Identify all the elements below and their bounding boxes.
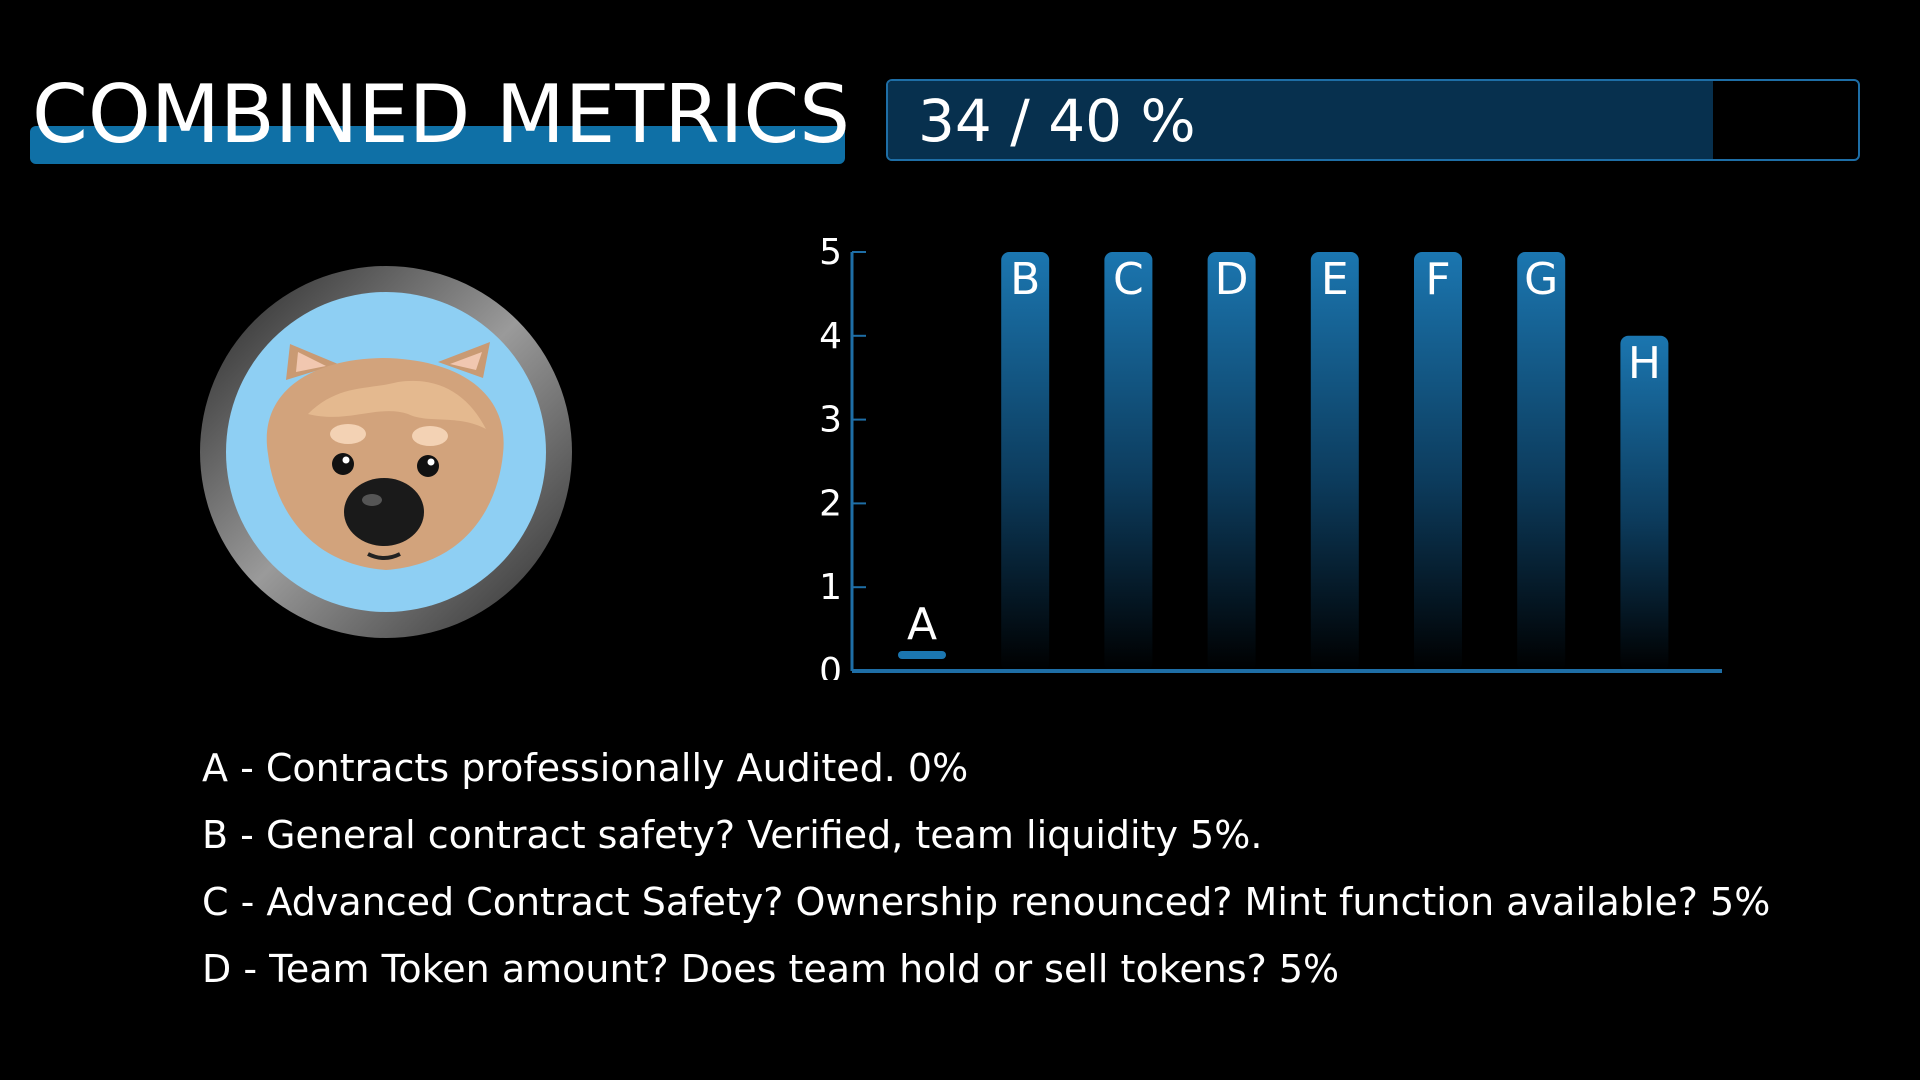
title-block: COMBINED METRICS: [30, 70, 850, 165]
y-tick-label: 3: [819, 400, 842, 441]
bar-label-a: A: [907, 599, 937, 650]
score-text: 34 / 40 %: [918, 87, 1196, 155]
metrics-bar-chart: A B C D E F G H 0 1 2 3 4 5: [819, 232, 1722, 680]
bar-g: [1517, 252, 1566, 671]
bar-label-c: C: [1113, 254, 1144, 305]
legend-item-b: B - General contract safety? Verified, t…: [202, 813, 1263, 857]
legend-item-c: C - Advanced Contract Safety? Ownership …: [202, 880, 1771, 924]
bar-c: [1104, 252, 1153, 671]
bar-label-d: D: [1215, 254, 1249, 305]
legend-item-d: D - Team Token amount? Does team hold or…: [202, 947, 1340, 991]
y-tick-label: 1: [819, 567, 842, 608]
legend-list: A - Contracts professionally Audited. 0%…: [202, 735, 1802, 1003]
y-tick-label: 4: [819, 316, 842, 357]
score-progress-fill: [888, 81, 1713, 159]
y-tick-label: 0: [819, 651, 842, 680]
score-progress-bar: 34 / 40 %: [886, 79, 1860, 161]
title-underline-bar: [30, 126, 845, 164]
bar-a: [898, 651, 946, 659]
legend-item-a: A - Contracts professionally Audited. 0%: [202, 746, 969, 790]
bar-label-g: G: [1524, 254, 1558, 305]
bar-label-b: B: [1010, 254, 1040, 305]
y-tick-label: 5: [819, 232, 842, 273]
bar-d: [1207, 252, 1256, 671]
bar-b: [1001, 252, 1050, 671]
bar-label-f: F: [1425, 254, 1450, 305]
bar-h: [1620, 335, 1669, 671]
bar-f: [1414, 252, 1462, 671]
bar-label-e: E: [1321, 254, 1349, 305]
wombat-face-icon: [200, 266, 572, 638]
y-tick-label: 2: [819, 483, 842, 524]
bar-e: [1310, 252, 1359, 671]
page-title: COMBINED METRICS: [32, 68, 851, 161]
bar-label-h: H: [1628, 338, 1661, 389]
